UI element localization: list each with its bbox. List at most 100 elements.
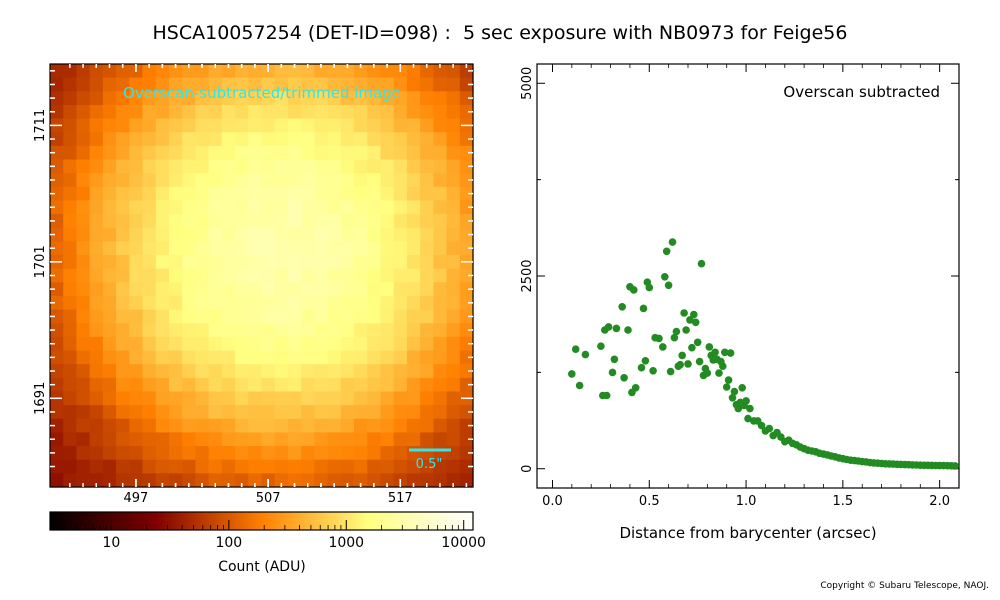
- image-pixel: [116, 255, 130, 270]
- image-pixel: [354, 323, 368, 338]
- image-pixel: [182, 432, 197, 447]
- image-pixel: [433, 77, 448, 92]
- image-pixel: [380, 446, 395, 461]
- image-pixel: [221, 77, 236, 92]
- image-pixel: [248, 459, 263, 474]
- image-pixel: [50, 377, 64, 393]
- image-pixel: [314, 282, 329, 297]
- image-pixel: [420, 77, 434, 92]
- image-pixel: [195, 214, 210, 229]
- image-pixel: [433, 145, 448, 161]
- image-pixel: [261, 336, 276, 352]
- image-pixel: [76, 159, 91, 174]
- colorbar-title: Count (ADU): [218, 559, 306, 575]
- image-pixel: [63, 268, 78, 283]
- image-pixel: [63, 159, 78, 174]
- image-pixel: [221, 391, 236, 406]
- image-pixel: [301, 91, 315, 106]
- image-pixel: [433, 473, 448, 488]
- image-pixel: [195, 64, 210, 79]
- image-pixel: [89, 336, 104, 352]
- image-pixel: [380, 473, 395, 488]
- image-pixel: [142, 418, 157, 434]
- image-pixel: [354, 200, 368, 215]
- image-panel: 497 507 517 1711 1701 1691 Overscan-subtracte…: [33, 63, 486, 551]
- image-pixel: [354, 377, 368, 393]
- image-pixel: [221, 132, 236, 147]
- image-pixel: [261, 200, 276, 215]
- image-pixel: [221, 323, 236, 338]
- image-pixel: [406, 145, 421, 161]
- profile-x-axis-title: Distance from barycenter (arcsec): [619, 524, 877, 542]
- image-pixel: [433, 241, 448, 256]
- image-pixel: [380, 145, 395, 161]
- image-pixel: [168, 173, 183, 188]
- image-pixel: [420, 268, 434, 283]
- image-pixel: [129, 214, 144, 229]
- image-pixel: [116, 295, 130, 311]
- image-pixel: [168, 91, 183, 106]
- image-pixel: [50, 323, 64, 338]
- image-pixel: [446, 145, 461, 161]
- image-pixel: [168, 268, 183, 283]
- page-title: HSCA10057254 (DET-ID=098) : 5 sec exposu…: [152, 22, 848, 44]
- image-pixel: [459, 64, 474, 79]
- image-pixel: [446, 91, 461, 106]
- colorbar-tick-label: 10000: [441, 535, 486, 551]
- image-pixel: [327, 227, 342, 242]
- image-pixel: [155, 473, 170, 488]
- image-pixel: [433, 132, 448, 147]
- image-pixel: [89, 118, 104, 133]
- image-pixel: [235, 418, 249, 434]
- image-pixel: [327, 173, 342, 188]
- image-pixel: [433, 173, 448, 188]
- image-pixel: [327, 132, 342, 147]
- image-pixel: [63, 104, 78, 120]
- image-pixel: [367, 77, 382, 92]
- image-pixel: [102, 405, 117, 420]
- image-pixel: [274, 132, 289, 147]
- image-pixel: [380, 432, 395, 447]
- image-pixel: [235, 159, 249, 174]
- profile-point: [604, 323, 613, 331]
- image-pixel: [301, 377, 315, 393]
- image-pixel: [142, 104, 157, 120]
- image-pixel: [129, 118, 144, 133]
- image-x-tick-label: 497: [124, 491, 149, 506]
- profile-x-tick-label: 1.0: [736, 494, 757, 509]
- image-pixel: [301, 64, 315, 79]
- image-pixel: [354, 145, 368, 161]
- profile-point: [568, 370, 576, 378]
- image-pixel: [367, 214, 382, 229]
- image-pixel: [235, 282, 249, 297]
- image-pixel: [89, 350, 104, 365]
- image-pixel: [354, 418, 368, 434]
- image-pixel: [406, 418, 421, 434]
- image-pixel: [420, 64, 434, 79]
- image-pixel: [63, 173, 78, 188]
- image-pixel: [168, 241, 183, 256]
- image-pixel: [393, 459, 408, 474]
- image-pixel: [274, 214, 289, 229]
- image-pixel: [208, 186, 223, 202]
- image-pixel: [314, 473, 329, 488]
- image-pixel: [287, 91, 302, 106]
- image-pixel: [314, 159, 329, 174]
- image-pixel: [89, 377, 104, 393]
- image-pixel: [221, 282, 236, 297]
- image-pixel: [155, 377, 170, 393]
- profile-point: [659, 343, 667, 351]
- image-pixel: [433, 186, 448, 202]
- image-axis-ticks: 497 507 517 1711 1701 1691: [33, 64, 473, 506]
- image-pixel: [274, 241, 289, 256]
- image-pixel: [208, 255, 223, 270]
- image-pixel: [63, 214, 78, 229]
- image-pixel: [116, 145, 130, 161]
- image-pixel: [235, 459, 249, 474]
- image-pixel: [261, 145, 276, 161]
- image-pixel: [208, 241, 223, 256]
- image-pixel: [301, 241, 315, 256]
- image-pixel: [235, 391, 249, 406]
- image-pixel: [420, 323, 434, 338]
- image-pixel: [327, 295, 342, 311]
